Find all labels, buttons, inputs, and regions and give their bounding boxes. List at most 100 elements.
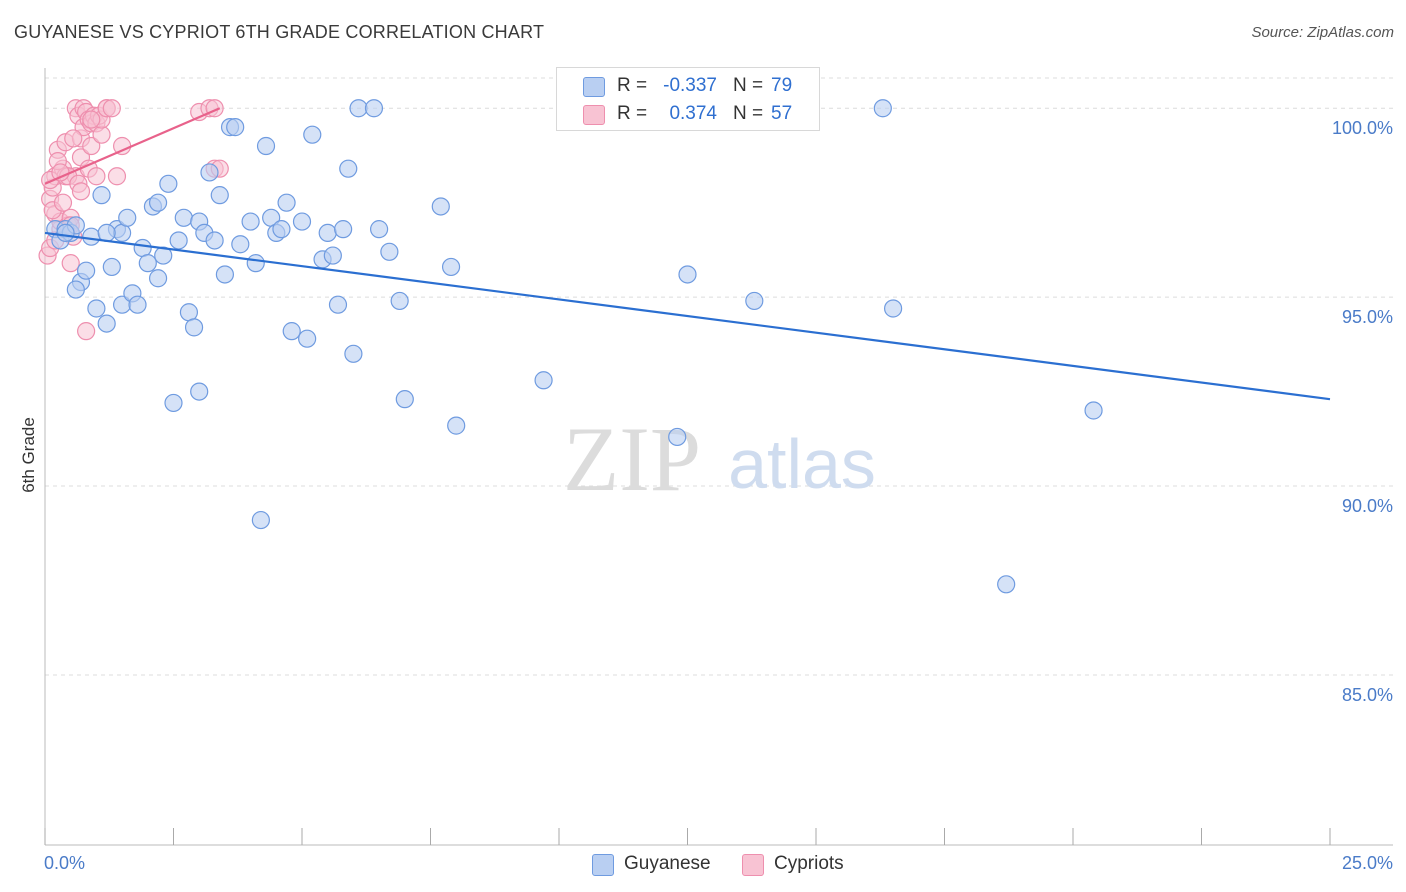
- guyanese-point: [150, 270, 167, 287]
- guyanese-point: [381, 243, 398, 260]
- cypriots-point: [78, 323, 95, 340]
- cypriots-point: [88, 168, 105, 185]
- guyanese-point: [216, 266, 233, 283]
- guyanese-point: [119, 209, 136, 226]
- guyanese-label: Guyanese: [624, 853, 711, 875]
- guyanese-point: [160, 175, 177, 192]
- y-tick-label: 85.0%: [1342, 685, 1393, 705]
- watermark-zip: ZIP: [563, 408, 701, 510]
- cypriots-point: [108, 168, 125, 185]
- guyanese-point: [139, 255, 156, 272]
- guyanese-point: [252, 512, 269, 529]
- watermark: ZIP atlas: [563, 408, 876, 510]
- guyanese-point: [669, 428, 686, 445]
- legend-n-label: N =: [733, 75, 763, 97]
- guyanese-point: [227, 119, 244, 136]
- legend-swatch-cypriots: [583, 105, 605, 125]
- guyanese-point: [206, 232, 223, 249]
- guyanese-point: [746, 292, 763, 309]
- scatter-plot: ZIP atlas 85.0%90.0%95.0%100.0% 6th Grad…: [0, 0, 1406, 892]
- legend-swatch-guyanese: [583, 77, 605, 97]
- legend-row-cypriots: R = 0.374 N = 57: [557, 101, 819, 129]
- guyanese-point: [1085, 402, 1102, 419]
- guyanese-point: [365, 100, 382, 117]
- guyanese-point: [345, 345, 362, 362]
- guyanese-trend-line: [45, 233, 1330, 399]
- guyanese-point: [396, 391, 413, 408]
- guyanese-point: [432, 198, 449, 215]
- legend-r-label: R =: [617, 103, 647, 125]
- cypriots-point: [83, 111, 100, 128]
- guyanese-point: [273, 221, 290, 238]
- y-axis-label: 6th Grade: [19, 417, 38, 493]
- guyanese-point: [350, 100, 367, 117]
- guyanese-point: [180, 304, 197, 321]
- guyanese-points: [47, 100, 1102, 593]
- x-tick-label-max: 25.0%: [1342, 853, 1393, 873]
- grid-lines: [45, 78, 1393, 675]
- legend-row-guyanese: R = -0.337 N = 79: [557, 73, 819, 101]
- legend-n-value: 79: [771, 75, 792, 97]
- legend-n-value: 57: [771, 103, 792, 125]
- guyanese-point: [165, 394, 182, 411]
- cypriots-swatch: [742, 854, 764, 876]
- guyanese-point: [294, 213, 311, 230]
- guyanese-point: [324, 247, 341, 264]
- guyanese-point: [98, 224, 115, 241]
- cypriots-point: [54, 194, 71, 211]
- guyanese-point: [299, 330, 316, 347]
- guyanese-point: [78, 262, 95, 279]
- guyanese-point: [93, 187, 110, 204]
- cypriots-point: [65, 130, 82, 147]
- legend-r-value: -0.337: [647, 75, 717, 97]
- guyanese-point: [278, 194, 295, 211]
- guyanese-point: [319, 224, 336, 241]
- guyanese-point: [83, 228, 100, 245]
- guyanese-point: [175, 209, 192, 226]
- trend-lines: [45, 108, 1330, 399]
- correlation-legend: R = -0.337 N = 79 R = 0.374 N = 57: [556, 67, 820, 131]
- guyanese-point: [150, 194, 167, 211]
- guyanese-point: [186, 319, 203, 336]
- guyanese-point: [232, 236, 249, 253]
- guyanese-point: [679, 266, 696, 283]
- legend-r-label: R =: [617, 75, 647, 97]
- guyanese-point: [247, 255, 264, 272]
- guyanese-swatch: [592, 854, 614, 876]
- cypriots-point: [103, 100, 120, 117]
- guyanese-point: [98, 315, 115, 332]
- cypriots-point: [72, 183, 89, 200]
- guyanese-point: [340, 160, 357, 177]
- guyanese-point: [448, 417, 465, 434]
- guyanese-point: [335, 221, 352, 238]
- y-tick-label: 95.0%: [1342, 307, 1393, 327]
- watermark-atlas: atlas: [728, 425, 876, 503]
- guyanese-point: [134, 240, 151, 257]
- cypriots-point: [62, 255, 79, 272]
- guyanese-point: [88, 300, 105, 317]
- guyanese-point: [885, 300, 902, 317]
- cypriots-label: Cypriots: [774, 853, 844, 875]
- guyanese-point: [201, 164, 218, 181]
- guyanese-point: [170, 232, 187, 249]
- guyanese-point: [258, 138, 275, 155]
- guyanese-point: [371, 221, 388, 238]
- guyanese-point: [103, 258, 120, 275]
- guyanese-point: [304, 126, 321, 143]
- cypriots-point: [52, 164, 69, 181]
- guyanese-point: [283, 323, 300, 340]
- guyanese-point: [114, 224, 131, 241]
- guyanese-point: [443, 258, 460, 275]
- axes: 85.0%90.0%95.0%100.0%: [45, 68, 1393, 845]
- guyanese-point: [57, 224, 74, 241]
- guyanese-point: [67, 281, 84, 298]
- guyanese-point: [211, 187, 228, 204]
- guyanese-point: [874, 100, 891, 117]
- legend-r-value: 0.374: [647, 103, 717, 125]
- guyanese-point: [242, 213, 259, 230]
- guyanese-point: [129, 296, 146, 313]
- cypriots-point: [93, 126, 110, 143]
- y-tick-label: 100.0%: [1332, 118, 1393, 138]
- guyanese-point: [391, 292, 408, 309]
- guyanese-point: [535, 372, 552, 389]
